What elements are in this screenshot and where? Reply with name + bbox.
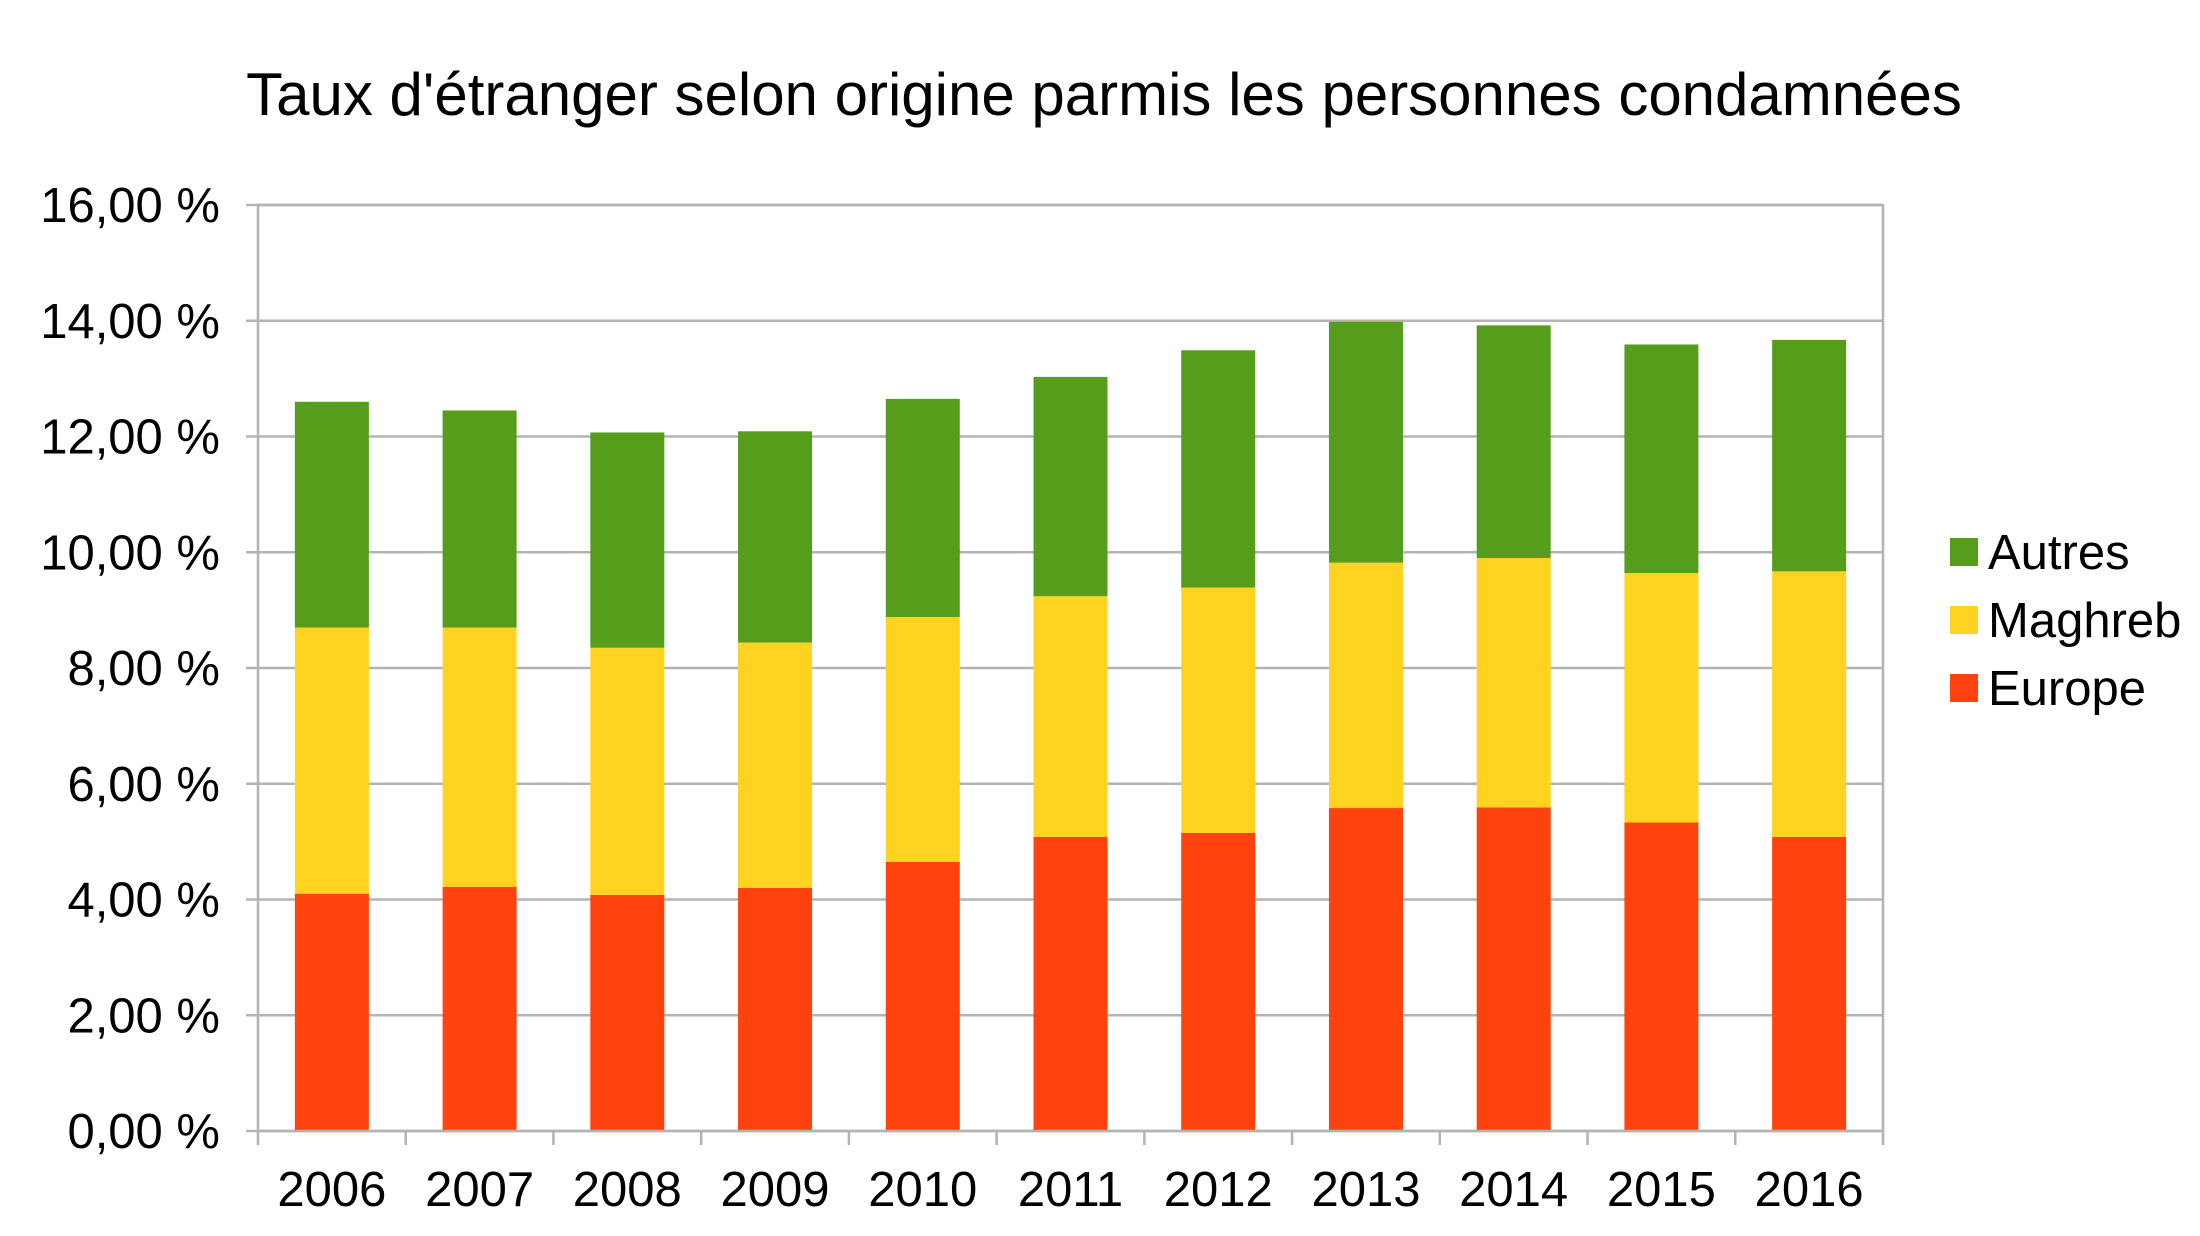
legend-swatch-europe xyxy=(1950,674,1978,702)
y-tick-label: 2,00 % xyxy=(67,989,220,1043)
bar-europe-2016 xyxy=(1772,836,1847,1131)
x-tick-label: 2014 xyxy=(1459,1163,1568,1217)
bar-maghreb-2012 xyxy=(1181,587,1256,833)
y-tick-label: 6,00 % xyxy=(67,758,220,812)
legend-label-europe: Europe xyxy=(1988,662,2146,716)
bar-autres-2011 xyxy=(1033,376,1108,597)
bar-autres-2014 xyxy=(1476,325,1551,559)
bar-maghreb-2008 xyxy=(590,647,665,895)
bar-maghreb-2016 xyxy=(1772,571,1847,837)
bar-europe-2011 xyxy=(1033,836,1108,1131)
x-tick-label: 2009 xyxy=(721,1163,830,1217)
bar-europe-2007 xyxy=(442,886,517,1131)
legend-swatch-maghreb xyxy=(1950,606,1978,634)
chart-title: Taux d'étranger selon origine parmis les… xyxy=(246,61,1962,128)
x-tick-label: 2015 xyxy=(1607,1163,1716,1217)
x-tick-label: 2013 xyxy=(1311,1163,1420,1217)
x-tick-label: 2012 xyxy=(1164,1163,1273,1217)
bar-autres-2006 xyxy=(294,401,369,628)
bars xyxy=(294,321,1847,1131)
plot-frame xyxy=(256,203,1885,1133)
x-tick-label: 2016 xyxy=(1755,1163,1864,1217)
bar-autres-2013 xyxy=(1328,321,1403,563)
legend: Autres Maghreb Europe xyxy=(1950,526,2181,716)
x-tick-label: 2007 xyxy=(425,1163,534,1217)
bar-europe-2008 xyxy=(590,894,665,1131)
x-tick-label: 2010 xyxy=(868,1163,977,1217)
y-tick-label: 16,00 % xyxy=(40,179,220,233)
bar-autres-2007 xyxy=(442,410,517,628)
bar-autres-2010 xyxy=(885,398,960,618)
bar-autres-2009 xyxy=(738,431,813,643)
bar-maghreb-2013 xyxy=(1328,562,1403,809)
bar-europe-2006 xyxy=(294,893,369,1131)
axes: 0,00 % 2,00 % 4,00 % 6,00 % 8,00 % 10,00 % 12,… xyxy=(40,179,1885,1217)
bar-autres-2012 xyxy=(1181,350,1256,588)
bar-maghreb-2007 xyxy=(442,627,517,887)
y-tick-label: 10,00 % xyxy=(40,526,220,580)
bar-maghreb-2014 xyxy=(1476,558,1551,808)
y-tick-label: 4,00 % xyxy=(67,874,220,928)
bar-europe-2009 xyxy=(738,887,813,1131)
legend-swatch-autres xyxy=(1950,538,1978,566)
bar-maghreb-2011 xyxy=(1033,596,1108,837)
bar-europe-2010 xyxy=(885,861,960,1131)
bar-europe-2015 xyxy=(1624,822,1699,1131)
bar-europe-2014 xyxy=(1476,807,1551,1131)
bar-autres-2008 xyxy=(590,432,665,648)
bar-maghreb-2010 xyxy=(885,617,960,862)
y-tick-label: 8,00 % xyxy=(67,642,220,696)
bar-maghreb-2006 xyxy=(294,627,369,894)
bar-autres-2016 xyxy=(1772,339,1847,572)
bar-europe-2012 xyxy=(1181,832,1256,1131)
y-tick-label: 14,00 % xyxy=(40,295,220,349)
y-tick-label: 12,00 % xyxy=(40,411,220,465)
x-tick-label: 2008 xyxy=(573,1163,682,1217)
y-tick-label: 0,00 % xyxy=(67,1105,220,1159)
legend-label-maghreb: Maghreb xyxy=(1988,594,2181,648)
bar-maghreb-2009 xyxy=(738,642,813,888)
legend-label-autres: Autres xyxy=(1988,526,2130,580)
x-tick-label: 2006 xyxy=(277,1163,386,1217)
bar-autres-2015 xyxy=(1624,344,1699,574)
x-tick-label: 2011 xyxy=(1018,1163,1123,1217)
bar-europe-2013 xyxy=(1328,808,1403,1131)
bar-maghreb-2015 xyxy=(1624,573,1699,823)
